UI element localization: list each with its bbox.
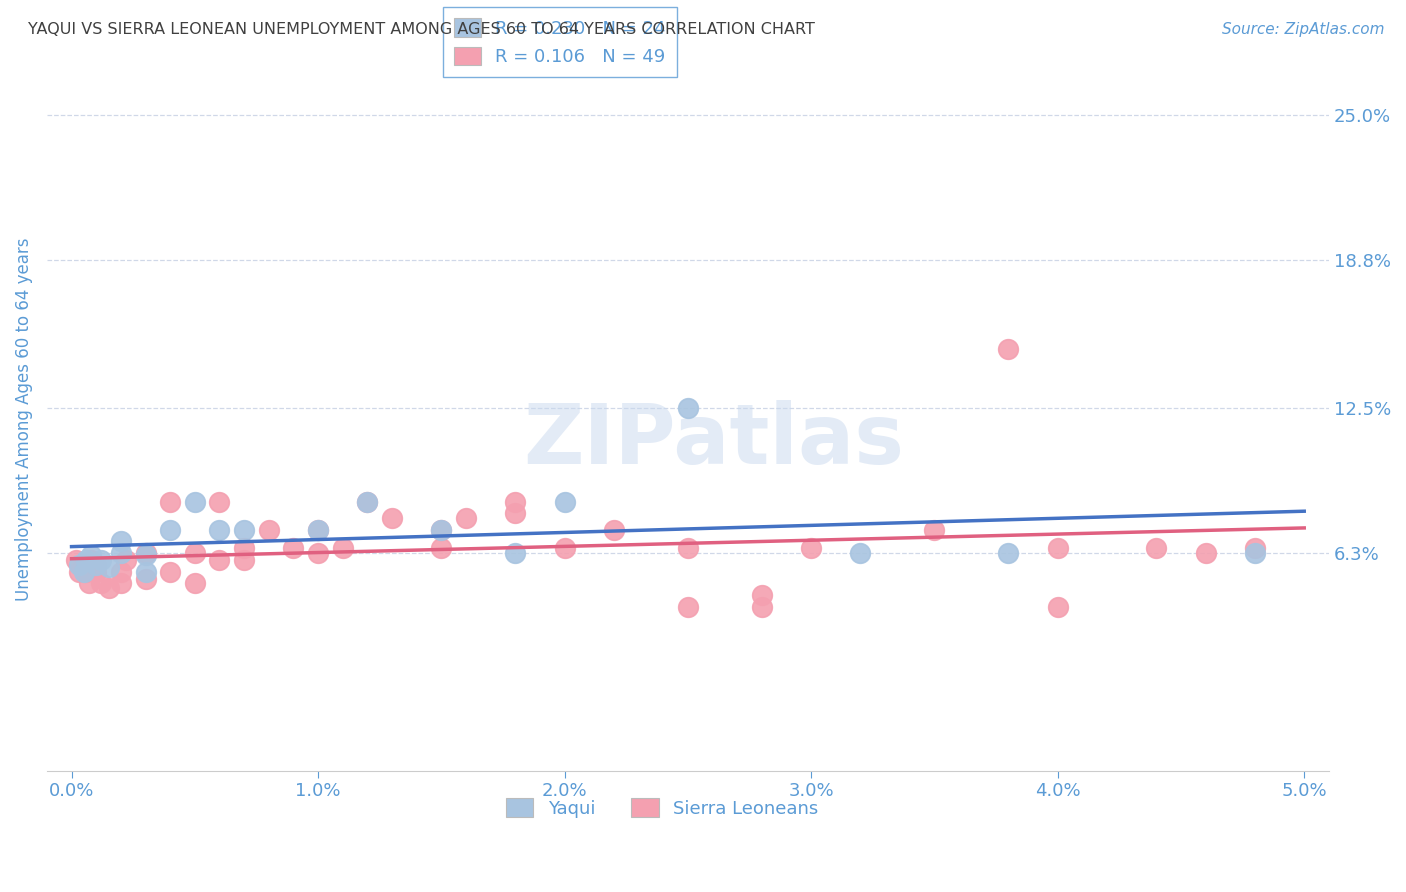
Point: [603, 523, 626, 537]
Point: [849, 546, 872, 560]
Point: [184, 546, 207, 560]
Text: Source: ZipAtlas.com: Source: ZipAtlas.com: [1222, 22, 1385, 37]
Point: [307, 523, 329, 537]
Point: [84, 558, 107, 572]
Point: [1046, 599, 1069, 614]
Point: [67, 565, 90, 579]
Point: [676, 599, 699, 614]
Point: [676, 541, 699, 556]
Point: [356, 494, 378, 508]
Point: [1244, 546, 1267, 560]
Point: [90, 576, 112, 591]
Legend: Yaqui, Sierra Leoneans: Yaqui, Sierra Leoneans: [499, 791, 825, 825]
Point: [997, 343, 1019, 357]
Y-axis label: Unemployment Among Ages 60 to 64 years: Unemployment Among Ages 60 to 64 years: [15, 238, 32, 601]
Point: [751, 588, 773, 602]
Point: [184, 494, 207, 508]
Point: [208, 523, 231, 537]
Point: [356, 494, 378, 508]
Point: [208, 553, 231, 567]
Point: [134, 549, 156, 563]
Point: [751, 599, 773, 614]
Point: [430, 523, 453, 537]
Point: [208, 494, 231, 508]
Point: [233, 523, 256, 537]
Point: [233, 553, 256, 567]
Text: YAQUI VS SIERRA LEONEAN UNEMPLOYMENT AMONG AGES 60 TO 64 YEARS CORRELATION CHART: YAQUI VS SIERRA LEONEAN UNEMPLOYMENT AMO…: [28, 22, 815, 37]
Point: [110, 565, 132, 579]
Point: [110, 534, 132, 549]
Point: [159, 523, 181, 537]
Point: [800, 541, 823, 556]
Point: [73, 558, 96, 572]
Point: [159, 494, 181, 508]
Point: [134, 565, 156, 579]
Point: [505, 546, 527, 560]
Point: [65, 553, 87, 567]
Point: [430, 541, 453, 556]
Point: [90, 553, 112, 567]
Point: [997, 546, 1019, 560]
Point: [110, 576, 132, 591]
Point: [676, 401, 699, 415]
Point: [505, 506, 527, 520]
Point: [554, 494, 576, 508]
Point: [454, 511, 477, 525]
Point: [184, 576, 207, 591]
Point: [924, 523, 946, 537]
Point: [505, 494, 527, 508]
Point: [97, 560, 120, 574]
Point: [84, 565, 107, 579]
Text: ZIPatlas: ZIPatlas: [523, 401, 904, 481]
Point: [307, 546, 329, 560]
Point: [134, 546, 156, 560]
Point: [73, 565, 96, 579]
Point: [134, 572, 156, 586]
Point: [77, 576, 100, 591]
Point: [75, 553, 97, 567]
Point: [1194, 546, 1216, 560]
Point: [233, 541, 256, 556]
Point: [97, 581, 120, 595]
Point: [283, 541, 305, 556]
Point: [114, 553, 136, 567]
Point: [80, 553, 103, 567]
Point: [257, 523, 280, 537]
Point: [381, 511, 404, 525]
Point: [67, 558, 90, 572]
Point: [554, 541, 576, 556]
Point: [307, 523, 329, 537]
Point: [75, 565, 97, 579]
Point: [430, 523, 453, 537]
Point: [110, 546, 132, 560]
Point: [159, 565, 181, 579]
Point: [1046, 541, 1069, 556]
Point: [1244, 541, 1267, 556]
Point: [84, 558, 107, 572]
Point: [1144, 541, 1167, 556]
Point: [332, 541, 354, 556]
Point: [80, 549, 103, 563]
